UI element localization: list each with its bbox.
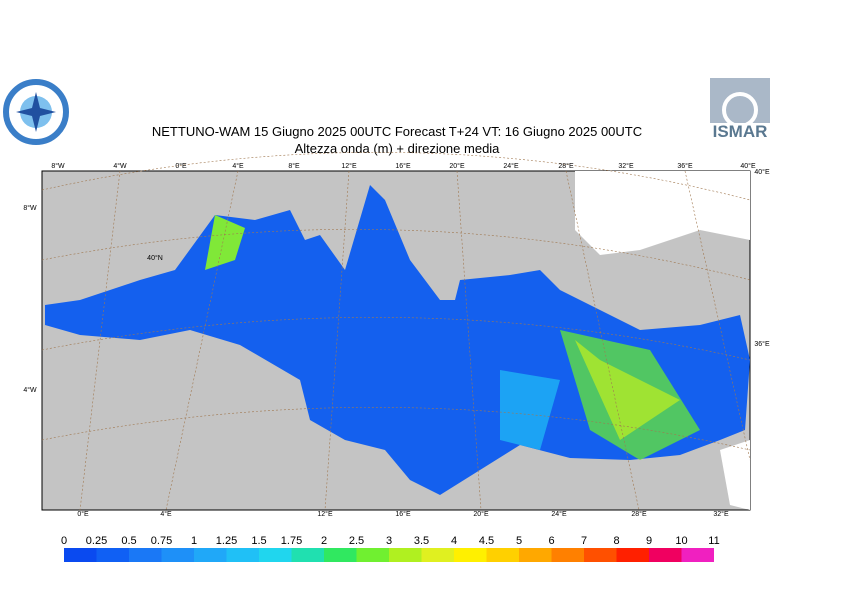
coordinate-label: 4°E bbox=[160, 510, 172, 518]
color-swatch bbox=[226, 548, 259, 562]
coordinate-label: 36°E bbox=[677, 162, 693, 170]
color-swatch bbox=[389, 548, 422, 562]
coordinate-label: 40°E bbox=[740, 162, 756, 170]
color-swatch bbox=[681, 548, 714, 562]
colorbar-label: 0.5 bbox=[121, 535, 136, 547]
colorbar-label: 1 bbox=[191, 535, 197, 547]
colorbar-label: 6 bbox=[548, 535, 554, 547]
coordinate-label: 4°W bbox=[113, 162, 127, 170]
colorbar-label: 0 bbox=[61, 535, 67, 547]
colorbar: 0 0.25 0.5 0.75 1 1.25 1.5 1.75 2 2.5 3 3.5 4 4.5 5 6 7 8… bbox=[61, 535, 720, 562]
coordinate-label: 8°W bbox=[23, 204, 37, 212]
colorbar-label: 0.25 bbox=[86, 535, 107, 547]
colorbar-label: 11 bbox=[708, 535, 719, 547]
right-logo: ISMAR bbox=[710, 78, 770, 141]
title: NETTUNO-WAM 15 Giugno 2025 00UTC Forecas… bbox=[152, 124, 642, 139]
coordinate-label: 20°E bbox=[449, 162, 465, 170]
logo-text: ISMAR bbox=[713, 122, 768, 141]
color-swatch bbox=[129, 548, 162, 562]
coordinate-label: 36°E bbox=[754, 340, 770, 348]
color-swatch bbox=[64, 548, 97, 562]
color-swatch bbox=[194, 548, 227, 562]
colorbar-label: 9 bbox=[646, 535, 652, 547]
coordinate-label: 28°E bbox=[558, 162, 574, 170]
color-swatch bbox=[324, 548, 357, 562]
color-swatch bbox=[454, 548, 487, 562]
colorbar-label: 1.75 bbox=[281, 535, 302, 547]
coordinate-label: 4°W bbox=[23, 386, 37, 394]
coordinate-label: 32°E bbox=[713, 510, 729, 518]
coordinate-label: 24°E bbox=[503, 162, 519, 170]
colorbar-label: 2.5 bbox=[349, 535, 364, 547]
coordinate-label: 24°E bbox=[551, 510, 567, 518]
colorbar-label: 4 bbox=[451, 535, 457, 547]
color-swatch bbox=[551, 548, 584, 562]
color-swatch bbox=[291, 548, 324, 562]
coordinate-label: 8°E bbox=[288, 162, 300, 170]
colorbar-label: 7 bbox=[581, 535, 587, 547]
map bbox=[41, 152, 751, 511]
subtitle: Altezza onda (m) + direzione media bbox=[295, 141, 501, 156]
colorbar-label: 3 bbox=[386, 535, 392, 547]
color-swatch bbox=[421, 548, 454, 562]
colorbar-label: 2 bbox=[321, 535, 327, 547]
color-swatch bbox=[584, 548, 617, 562]
coordinate-label: 12°E bbox=[341, 162, 357, 170]
coordinate-label: 32°E bbox=[618, 162, 634, 170]
color-swatch bbox=[486, 548, 519, 562]
colorbar-label: 10 bbox=[675, 535, 687, 547]
coordinate-label: 16°E bbox=[395, 162, 411, 170]
colorbar-label: 5 bbox=[516, 535, 522, 547]
colorbar-label: 0.75 bbox=[151, 535, 172, 547]
color-swatch bbox=[259, 548, 292, 562]
coordinate-label: 28°E bbox=[631, 510, 647, 518]
coordinate-label: 4°E bbox=[232, 162, 244, 170]
coordinate-label: 16°E bbox=[395, 510, 411, 518]
coordinate-label: 12°E bbox=[317, 510, 333, 518]
color-swatch bbox=[96, 548, 129, 562]
coordinate-label: 0°E bbox=[77, 510, 89, 518]
color-swatch bbox=[356, 548, 389, 562]
colorbar-label: 3.5 bbox=[414, 535, 429, 547]
coordinate-label: 40°E bbox=[754, 168, 770, 176]
color-swatch bbox=[649, 548, 682, 562]
coordinate-label: 40°N bbox=[147, 254, 163, 262]
colorbar-label: 4.5 bbox=[479, 535, 494, 547]
color-swatch bbox=[161, 548, 194, 562]
color-swatch bbox=[616, 548, 649, 562]
colorbar-label: 1.5 bbox=[251, 535, 266, 547]
colorbar-label: 1.25 bbox=[216, 535, 237, 547]
coordinate-label: 0°E bbox=[175, 162, 187, 170]
colorbar-label: 8 bbox=[613, 535, 619, 547]
color-swatch bbox=[519, 548, 552, 562]
left-logo bbox=[3, 79, 69, 145]
coordinate-label: 20°E bbox=[473, 510, 489, 518]
coordinate-label: 8°W bbox=[51, 162, 65, 170]
